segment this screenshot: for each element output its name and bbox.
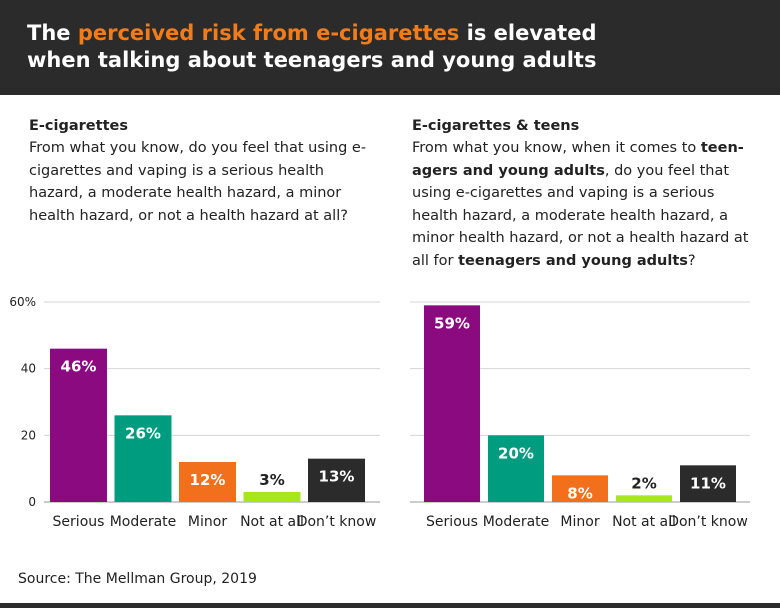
bar-minor — [552, 475, 608, 502]
bar-don-t-know — [680, 465, 736, 502]
y-tick-label: 0 — [28, 495, 36, 509]
data-label: 46% — [61, 358, 97, 376]
right-panel-heading: E-cigarettes & teens From what you know,… — [412, 116, 757, 272]
x-category-label: Moderate — [110, 514, 177, 530]
question-text: ? — [687, 252, 696, 269]
data-label: 8% — [567, 484, 592, 502]
right-panel-title: E-cigarettes & teens — [412, 118, 580, 134]
x-category-label: Don’t know — [668, 514, 748, 530]
data-label: 26% — [125, 424, 161, 442]
x-category-label: Moderate — [483, 514, 550, 530]
x-category-label: Minor — [560, 514, 599, 530]
question-emphasis: teen-agers and young adults — [412, 140, 744, 179]
bar-not-at-all — [243, 492, 301, 502]
left-panel-title: E-cigarettes — [29, 118, 128, 134]
headline-text: is elevated — [459, 21, 597, 45]
data-label: 11% — [690, 474, 726, 492]
left-panel-question: From what you know, do you feel that usi… — [29, 140, 367, 224]
footer-bar — [0, 603, 780, 608]
right-panel-question: From what you know, when it comes to tee… — [412, 137, 757, 272]
headline-highlight: perceived risk from e-cigarettes — [77, 21, 460, 45]
headline-text: The — [27, 21, 78, 45]
y-tick-label: 20 — [21, 428, 36, 442]
x-category-label: Not at all — [240, 514, 304, 530]
headline-line-2: when talking about teenagers and young a… — [27, 48, 597, 72]
x-category-label: Don’t know — [297, 514, 377, 530]
question-text: From what you know, when it comes to — [412, 140, 701, 156]
x-category-label: Minor — [188, 514, 227, 530]
source-note: Source: The Mellman Group, 2019 — [18, 571, 257, 587]
bar-moderate — [488, 435, 544, 502]
data-label: 20% — [498, 444, 534, 462]
headline-line-1: The perceived risk from e-cigarettes is … — [27, 20, 780, 47]
e-cigarettes-bar-chart: 0 20 40 60% 46% Serious 26% Moderate 12% Minor 3% N… — [9, 295, 380, 530]
bar-minor — [179, 462, 236, 502]
data-label: 2% — [631, 474, 656, 492]
y-tick-label: 60% — [9, 295, 36, 309]
data-label: 3% — [259, 471, 284, 489]
bar-serious — [424, 305, 480, 502]
data-label: 59% — [434, 314, 470, 332]
data-label: 12% — [190, 471, 226, 489]
x-category-label: Serious — [53, 514, 105, 530]
bar-don-t-know — [308, 458, 365, 502]
bar-serious — [50, 348, 107, 502]
y-tick-label: 40 — [21, 362, 36, 376]
header-banner: The perceived risk from e-cigarettes is … — [0, 0, 780, 95]
x-category-label: Not at all — [612, 514, 676, 530]
bar-moderate — [114, 415, 172, 502]
question-text: , do you feel that using e-cigarettes an… — [412, 162, 749, 269]
left-panel-heading: E-cigarettes From what you know, do you … — [29, 116, 379, 227]
data-label: 13% — [319, 468, 355, 486]
question-emphasis: teenagers and young adults — [458, 252, 688, 269]
e-cigarettes-teens-bar-chart: 59% Serious 20% Moderate 8% Minor 2% Not at all… — [410, 301, 750, 530]
bar-not-at-all — [616, 495, 672, 502]
x-category-label: Serious — [426, 514, 478, 530]
